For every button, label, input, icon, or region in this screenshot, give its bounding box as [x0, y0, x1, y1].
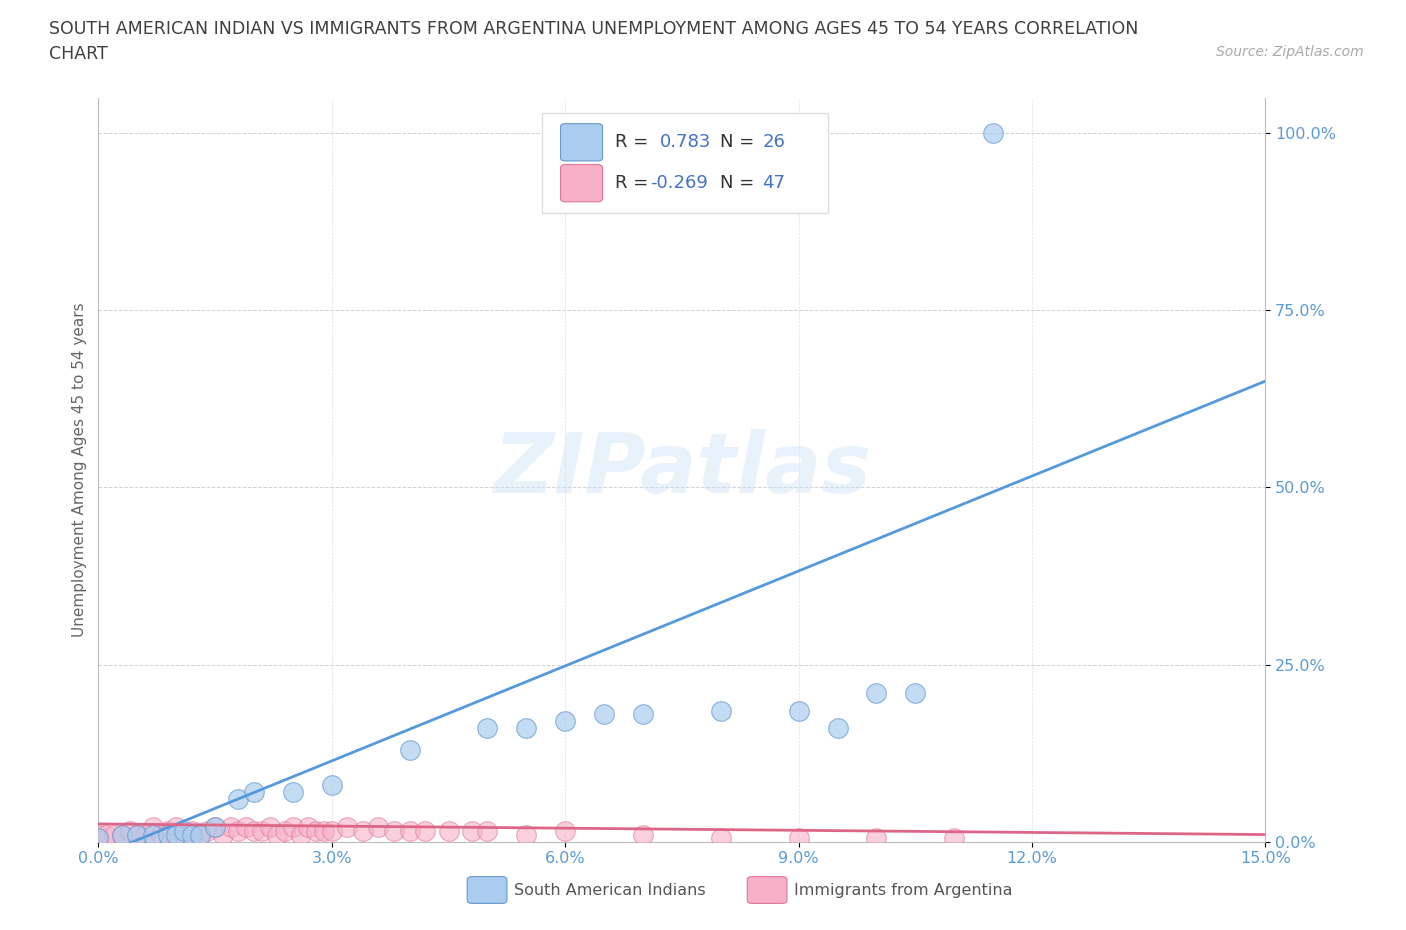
Point	[173, 827, 195, 842]
Point	[180, 827, 202, 842]
Point	[165, 827, 187, 842]
Text: N =: N =	[720, 133, 761, 152]
Point	[367, 820, 389, 835]
Point	[111, 827, 134, 842]
Point	[297, 820, 319, 835]
Point	[904, 685, 927, 700]
Text: Source: ZipAtlas.com: Source: ZipAtlas.com	[1216, 45, 1364, 59]
Point	[111, 827, 134, 842]
Point	[437, 824, 460, 839]
Point	[865, 685, 887, 700]
Point	[250, 824, 273, 839]
Point	[554, 824, 576, 839]
Point	[142, 820, 165, 835]
Point	[212, 827, 235, 842]
Point	[943, 830, 966, 845]
Point	[981, 126, 1004, 140]
Point	[266, 827, 288, 842]
Y-axis label: Unemployment Among Ages 45 to 54 years: Unemployment Among Ages 45 to 54 years	[72, 302, 87, 637]
Point	[321, 824, 343, 839]
Point	[87, 830, 110, 845]
Text: N =: N =	[720, 174, 761, 193]
Point	[710, 830, 733, 845]
Point	[96, 827, 118, 842]
Text: R =: R =	[616, 174, 654, 193]
FancyBboxPatch shape	[541, 113, 828, 213]
Point	[180, 824, 202, 839]
Point	[274, 824, 297, 839]
Point	[281, 820, 304, 835]
Point	[461, 824, 484, 839]
Point	[631, 707, 654, 722]
Point	[243, 824, 266, 839]
Point	[228, 791, 250, 806]
Point	[477, 721, 499, 736]
Text: 26: 26	[762, 133, 786, 152]
Point	[593, 707, 616, 722]
Point	[204, 820, 226, 835]
FancyBboxPatch shape	[747, 877, 787, 903]
Point	[127, 827, 149, 842]
Point	[305, 824, 328, 839]
Point	[157, 824, 180, 839]
Point	[554, 713, 576, 728]
Point	[290, 827, 312, 842]
Point	[336, 820, 359, 835]
Point	[787, 703, 810, 718]
Point	[631, 827, 654, 842]
Point	[312, 824, 335, 839]
Point	[515, 827, 537, 842]
Text: CHART: CHART	[49, 45, 108, 62]
Point	[149, 827, 172, 842]
Point	[87, 827, 110, 842]
Point	[134, 827, 156, 842]
Point	[413, 824, 436, 839]
Point	[204, 820, 226, 835]
Point	[103, 827, 125, 842]
Point	[865, 830, 887, 845]
Point	[259, 820, 281, 835]
Point	[142, 827, 165, 842]
FancyBboxPatch shape	[561, 124, 603, 161]
Text: R =: R =	[616, 133, 654, 152]
Text: 47: 47	[762, 174, 786, 193]
Point	[352, 824, 374, 839]
Point	[398, 742, 420, 757]
Point	[195, 824, 218, 839]
Point	[219, 820, 242, 835]
FancyBboxPatch shape	[561, 165, 603, 202]
Point	[382, 824, 405, 839]
Point	[515, 721, 537, 736]
Point	[281, 785, 304, 800]
Point	[477, 824, 499, 839]
Point	[321, 777, 343, 792]
Point	[787, 830, 810, 845]
Text: -0.269: -0.269	[651, 174, 709, 193]
Text: 0.783: 0.783	[659, 133, 711, 152]
Point	[165, 820, 187, 835]
Point	[157, 827, 180, 842]
Text: ZIPatlas: ZIPatlas	[494, 429, 870, 511]
Point	[118, 824, 141, 839]
Text: SOUTH AMERICAN INDIAN VS IMMIGRANTS FROM ARGENTINA UNEMPLOYMENT AMONG AGES 45 TO: SOUTH AMERICAN INDIAN VS IMMIGRANTS FROM…	[49, 20, 1139, 38]
Point	[173, 824, 195, 839]
Text: South American Indians: South American Indians	[513, 883, 706, 897]
Point	[228, 824, 250, 839]
FancyBboxPatch shape	[467, 877, 508, 903]
Point	[827, 721, 849, 736]
Point	[235, 820, 257, 835]
Text: Immigrants from Argentina: Immigrants from Argentina	[794, 883, 1012, 897]
Point	[188, 827, 211, 842]
Point	[127, 827, 149, 842]
Point	[398, 824, 420, 839]
Point	[188, 827, 211, 842]
Point	[243, 785, 266, 800]
Point	[710, 703, 733, 718]
